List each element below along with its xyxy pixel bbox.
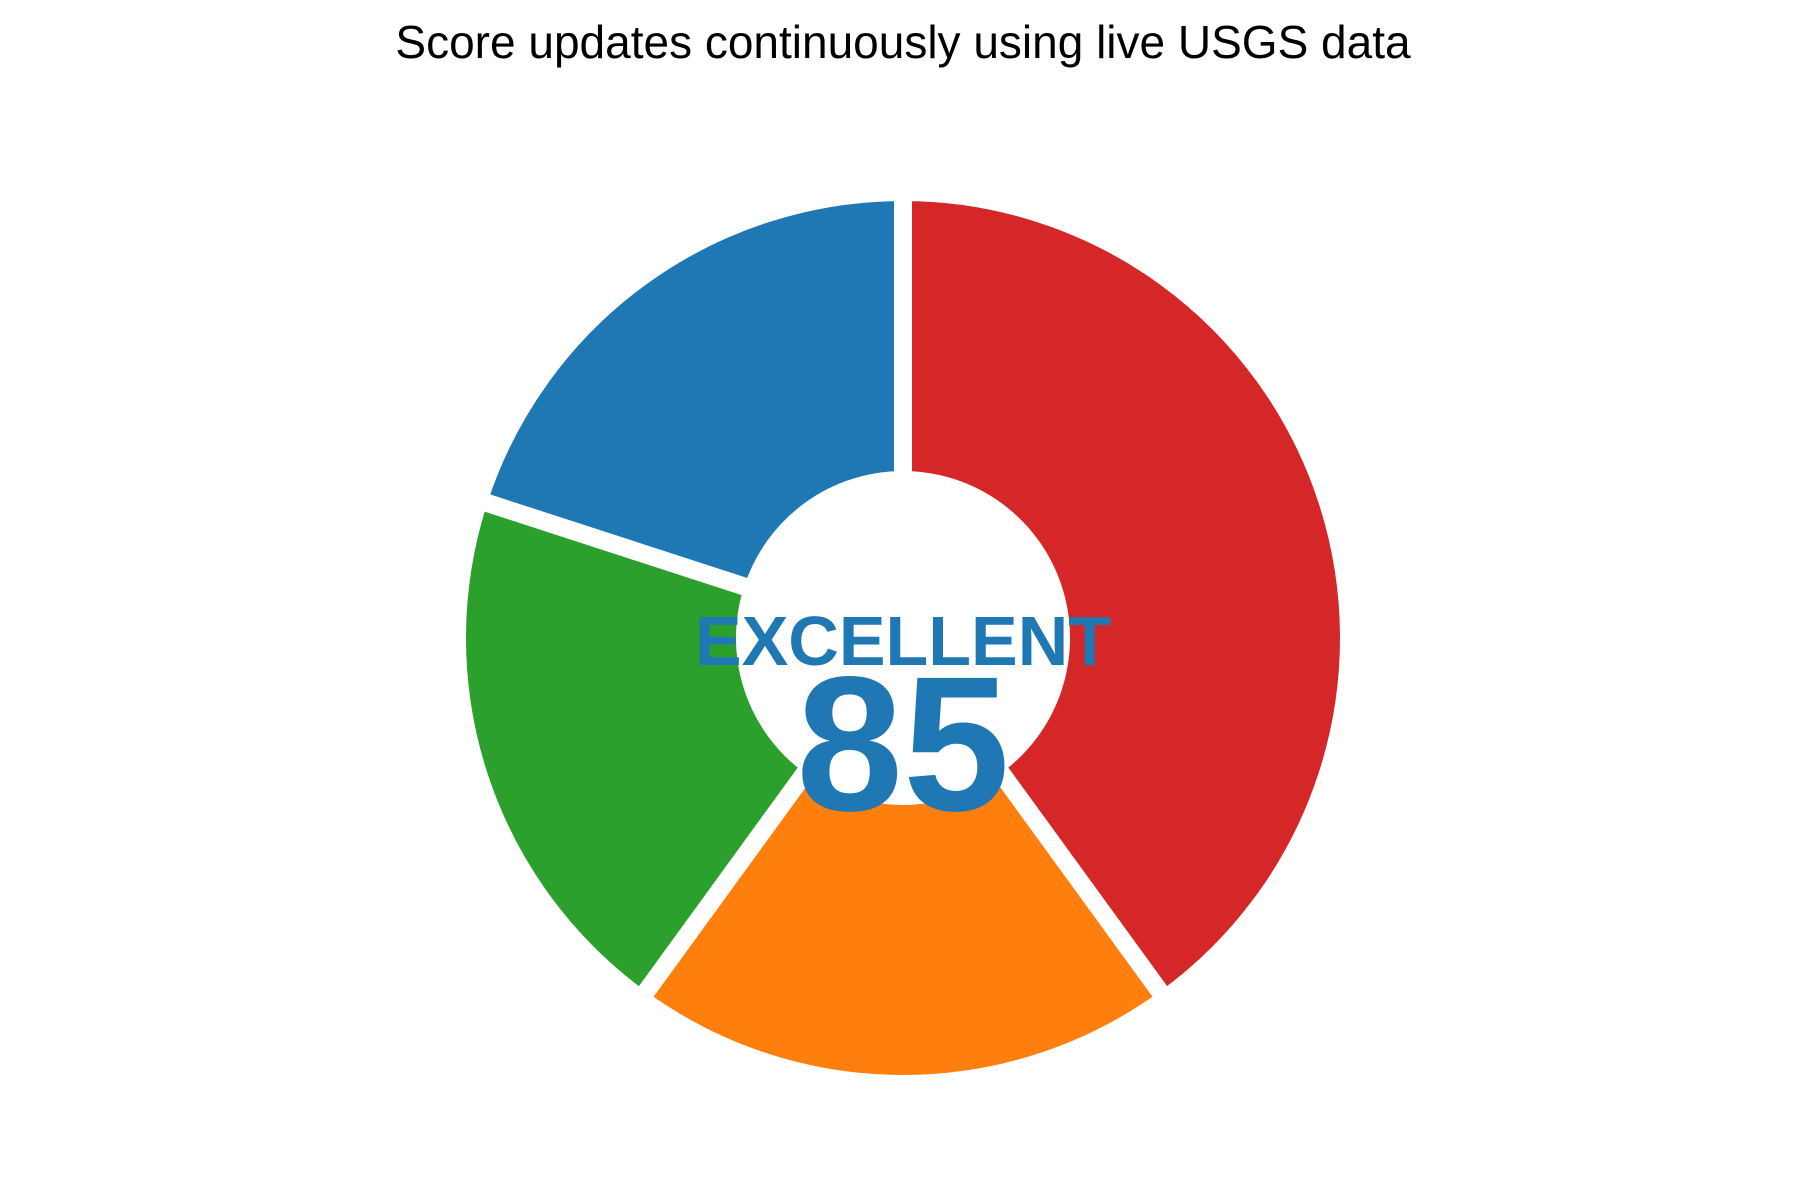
- score-value: 85: [796, 636, 1010, 851]
- chart-subtitle: Score updates continuously using live US…: [395, 16, 1411, 68]
- donut-slice-2: [628, 753, 1178, 1093]
- status-label: EXCELLENT: [695, 602, 1111, 680]
- donut-slice-4: [467, 182, 912, 601]
- donut-slice-3: [448, 488, 823, 1012]
- donut-slice-1: [894, 182, 1358, 1012]
- donut-slices: [448, 182, 1358, 1093]
